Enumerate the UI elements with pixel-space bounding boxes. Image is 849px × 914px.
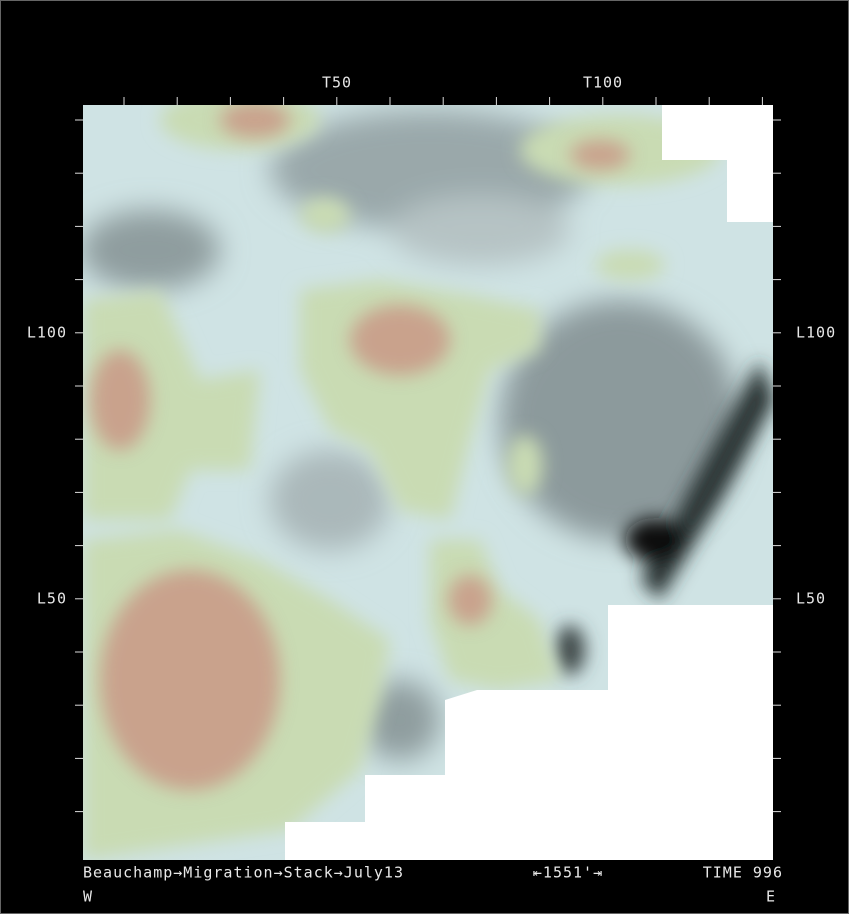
page: T50 T100 L100 L50 L100 L50 Beauchamp→Mig…	[0, 0, 849, 914]
left-label: L50	[37, 590, 67, 608]
footer-title: Beauchamp→Migration→Stack→July13	[83, 864, 404, 882]
east-label: E	[766, 888, 776, 906]
top-label: T100	[583, 74, 623, 92]
right-label: L50	[796, 590, 826, 608]
west-label: W	[83, 888, 93, 906]
right-label: L100	[796, 324, 836, 342]
time-slice-map	[80, 90, 775, 860]
top-label: T50	[322, 74, 352, 92]
scale-bar: ⇤1551'⇥	[533, 864, 603, 882]
seismic-view: T50 T100 L100 L50 L100 L50 Beauchamp→Mig…	[0, 0, 849, 914]
time-label: TIME 996	[703, 864, 783, 882]
left-label: L100	[27, 324, 67, 342]
